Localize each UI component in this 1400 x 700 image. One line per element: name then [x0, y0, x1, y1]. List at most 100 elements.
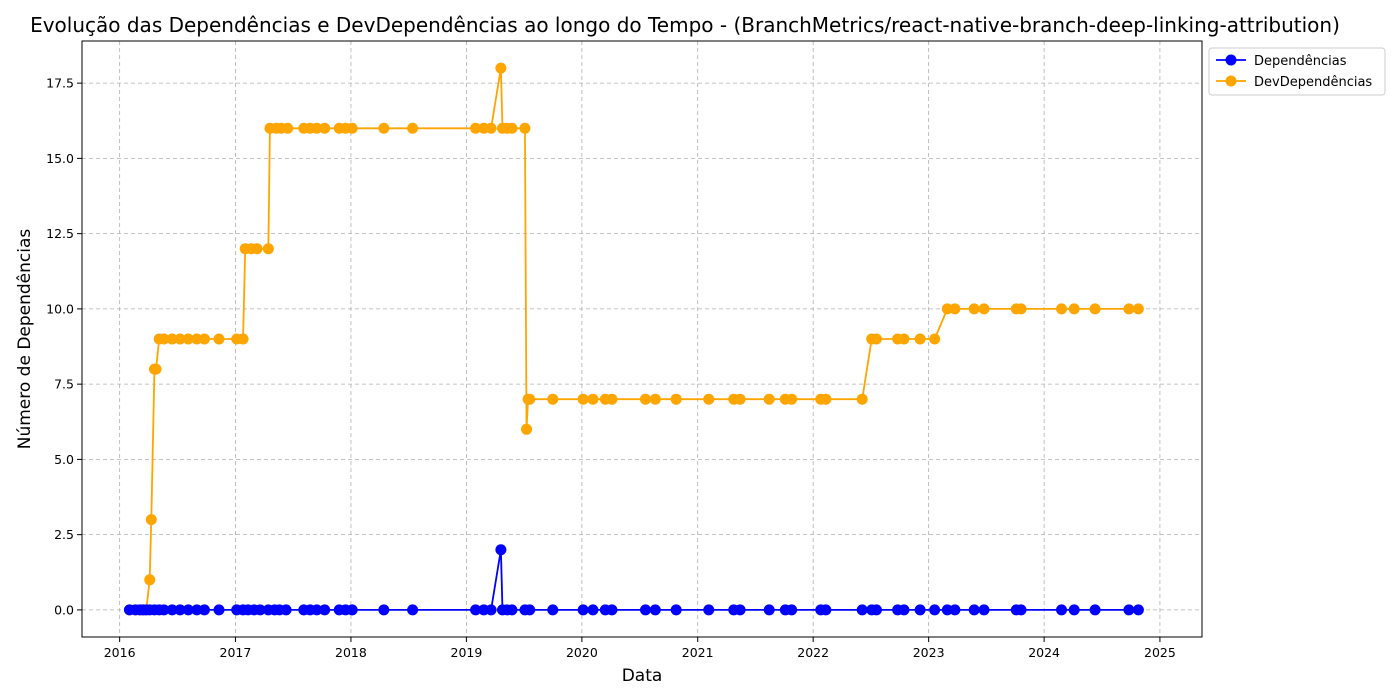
data-point-dependencias: [378, 604, 390, 616]
data-point-dependencias: [914, 604, 926, 616]
data-point-devdependencias: [587, 393, 599, 405]
series-line-dependencias: [129, 548, 1139, 611]
data-point-dependencias: [346, 604, 358, 616]
data-point-dependencias: [649, 604, 661, 616]
data-point-devdependencias: [547, 393, 559, 405]
data-point-dependencias: [254, 604, 266, 616]
data-point-devdependencias: [786, 393, 798, 405]
data-point-devdependencias: [941, 303, 953, 315]
data-point-dependencias: [182, 604, 194, 616]
data-point-dependencias: [524, 604, 536, 616]
data-point-dependencias: [166, 604, 178, 616]
data-point-devdependencias: [670, 393, 682, 405]
data-point-devdependencias: [237, 333, 249, 345]
data-point-dependencias: [1056, 604, 1068, 616]
y-tick-label: 7.5: [54, 377, 74, 392]
data-point-dependencias: [191, 604, 203, 616]
data-point-devdependencias: [144, 574, 156, 586]
data-point-devdependencias: [282, 122, 294, 134]
data-point-devdependencias: [158, 333, 170, 345]
legend-marker-devdependencias: [1225, 75, 1237, 87]
x-tick-label: 2022: [797, 645, 829, 660]
data-point-dependencias: [485, 604, 497, 616]
data-point-devdependencias: [495, 62, 507, 74]
data-point-dependencias: [978, 604, 990, 616]
x-axis-label: Data: [622, 666, 663, 686]
x-tick-label: 2018: [335, 645, 367, 660]
y-tick-label: 0.0: [54, 602, 74, 617]
data-point-dependencias: [941, 604, 953, 616]
data-point-dependencias: [1132, 604, 1144, 616]
x-tick-label: 2023: [913, 645, 945, 660]
data-point-devdependencias: [407, 122, 419, 134]
data-point-dependencias: [734, 604, 746, 616]
data-point-devdependencias: [898, 333, 910, 345]
y-axis-label: Número de Dependências: [15, 229, 35, 450]
data-point-devdependencias: [521, 423, 533, 435]
data-point-devdependencias: [649, 393, 661, 405]
data-point-devdependencias: [929, 333, 941, 345]
grid: [82, 41, 1202, 637]
data-point-devdependencias: [346, 122, 358, 134]
data-point-devdependencias: [856, 393, 868, 405]
legend: Dependências DevDependências: [1208, 47, 1386, 96]
data-point-devdependencias: [251, 243, 263, 255]
x-tick-label: 2017: [220, 645, 252, 660]
data-point-devdependencias: [145, 514, 157, 526]
plot-area: [123, 62, 1144, 616]
data-point-dependencias: [929, 604, 941, 616]
data-point-dependencias: [174, 604, 186, 616]
data-point-dependencias: [506, 604, 518, 616]
data-point-dependencias: [670, 604, 682, 616]
x-tick-label: 2021: [682, 645, 714, 660]
chart-title: Evolução das Dependências e DevDependênc…: [30, 13, 1340, 37]
data-point-dependencias: [213, 604, 225, 616]
data-point-dependencias: [547, 604, 559, 616]
data-point-devdependencias: [703, 393, 715, 405]
data-point-dependencias: [577, 604, 589, 616]
data-point-dependencias: [968, 604, 980, 616]
x-tick-label: 2019: [451, 645, 483, 660]
data-point-dependencias: [703, 604, 715, 616]
data-point-devdependencias: [262, 243, 274, 255]
y-tick-label: 15.0: [46, 151, 74, 166]
data-point-devdependencias: [820, 393, 832, 405]
data-point-dependencias: [606, 604, 618, 616]
legend-label-devdependencias: DevDependências: [1254, 75, 1372, 90]
data-point-devdependencias: [1132, 303, 1144, 315]
legend-box: [1208, 47, 1386, 96]
data-point-dependencias: [280, 604, 292, 616]
data-point-dependencias: [786, 604, 798, 616]
data-point-devdependencias: [166, 333, 178, 345]
data-point-devdependencias: [319, 122, 331, 134]
data-point-devdependencias: [968, 303, 980, 315]
x-tick-label: 2020: [566, 645, 598, 660]
data-point-dependencias: [319, 604, 331, 616]
data-point-devdependencias: [978, 303, 990, 315]
data-point-devdependencias: [182, 333, 194, 345]
data-point-dependencias: [870, 604, 882, 616]
data-point-devdependencias: [191, 333, 203, 345]
y-tick-label: 5.0: [54, 452, 74, 467]
data-point-devdependencias: [577, 393, 589, 405]
y-tick-label: 10.0: [46, 301, 74, 316]
data-point-dependencias: [198, 604, 210, 616]
data-point-devdependencias: [914, 333, 926, 345]
data-point-devdependencias: [1068, 303, 1080, 315]
data-point-devdependencias: [639, 393, 651, 405]
data-point-devdependencias: [506, 122, 518, 134]
data-point-dependencias: [898, 604, 910, 616]
data-point-dependencias: [407, 604, 419, 616]
plot-frame: [81, 40, 1203, 638]
data-point-dependencias: [1015, 604, 1027, 616]
data-point-dependencias: [311, 604, 323, 616]
legend-label-dependencias: Dependências: [1254, 54, 1347, 69]
data-point-devdependencias: [150, 363, 162, 375]
data-point-devdependencias: [1056, 303, 1068, 315]
data-point-devdependencias: [198, 333, 210, 345]
data-point-dependencias: [639, 604, 651, 616]
data-point-devdependencias: [311, 122, 323, 134]
data-point-dependencias: [763, 604, 775, 616]
data-point-dependencias: [587, 604, 599, 616]
